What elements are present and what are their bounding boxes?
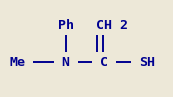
Text: N: N — [62, 56, 70, 69]
Text: 2: 2 — [119, 19, 127, 32]
Text: Me: Me — [9, 56, 25, 69]
Text: SH: SH — [139, 56, 155, 69]
Text: Ph: Ph — [58, 19, 74, 32]
Text: C: C — [100, 56, 108, 69]
Text: CH: CH — [96, 19, 112, 32]
